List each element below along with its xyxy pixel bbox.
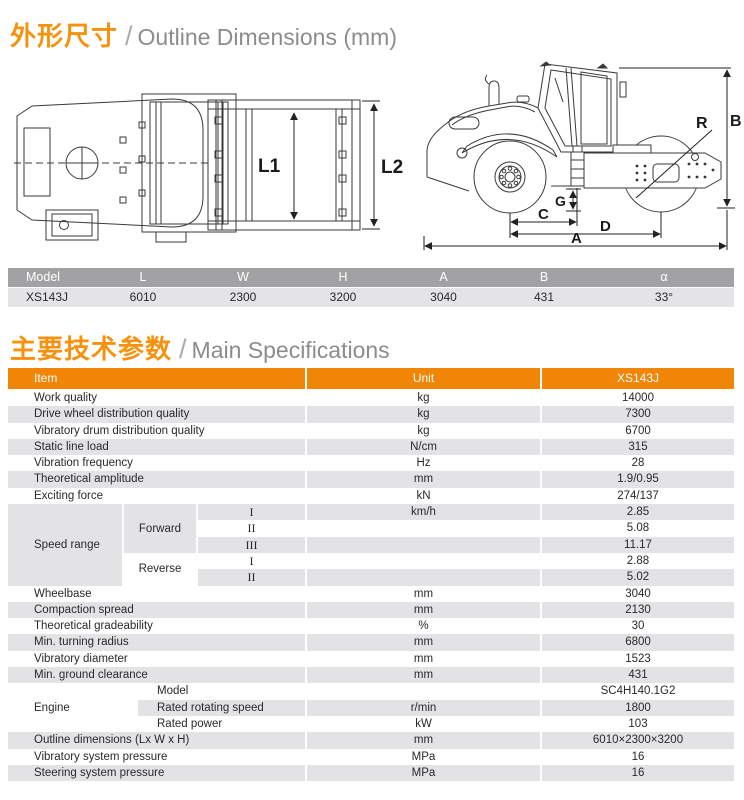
main-specifications-title: 主要技术参数 / Main Specifications — [10, 329, 390, 366]
spec-row-outline-dimensions: Outline dimensions (Lx W x H) mm 6010×23… — [8, 732, 734, 749]
spec-row-theoretical-amplitude: Theoretical amplitude mm 1.9/0.95 — [8, 471, 734, 488]
outline-title-english: Outline Dimensions (mm) — [137, 24, 397, 50]
speed-range-label: Speed range — [8, 504, 122, 586]
dim-header-l: L — [139, 270, 147, 284]
speed-value-1: 2.85 — [542, 504, 734, 521]
speed-gear-2: II — [247, 521, 256, 536]
c-dimension-label: C — [538, 206, 549, 223]
engine-model-label: Model — [157, 685, 189, 698]
speed-reverse-label: Reverse — [124, 552, 196, 586]
spec-row-vibratory-pressure: Vibratory system pressure MPa 16 — [34, 750, 645, 763]
spec-row-steering-pressure: Steering system pressure MPa 16 — [8, 764, 734, 782]
spec-header-model: XS143J — [542, 368, 734, 389]
title-slash: / — [125, 21, 133, 51]
engine-power-label: Rated power — [157, 717, 223, 730]
speed-value-3: 11.17 — [542, 536, 734, 553]
spec-row-work-quality: Work quality kg 14000 — [34, 392, 654, 404]
spec-row-vibratory-diameter: Vibratory diameter mm 1523 — [34, 652, 651, 665]
l1-dimension-label: L1 — [258, 156, 281, 177]
speed-gear-4: I — [249, 553, 254, 568]
speed-unit-5 — [307, 569, 540, 586]
dim-header-b: B — [539, 270, 549, 284]
specs-title-english: Main Specifications — [191, 337, 390, 363]
d-dimension-label: D — [600, 218, 611, 235]
dim-value-w: 2300 — [229, 290, 257, 304]
title-slash: / — [179, 334, 187, 364]
outline-title-chinese: 外形尺寸 — [10, 21, 119, 51]
spec-row-exciting-force: Exciting force kN 274/137 — [34, 489, 659, 502]
engine-speed-value: 1800 — [542, 699, 734, 716]
spec-table-header-row: Item Unit XS143J — [8, 368, 734, 389]
speed-forward-label: Forward — [124, 504, 196, 553]
speed-gear-3: III — [198, 536, 305, 553]
dim-value-h: 3200 — [329, 290, 357, 304]
specs-title-chinese: 主要技术参数 — [10, 334, 173, 364]
dim-table-data-row: XS143J 6010 2300 3200 3040 431 33° — [8, 288, 734, 307]
spec-row-compaction-spread: Compaction spread mm 2130 — [8, 601, 734, 619]
dim-header-a: A — [439, 270, 448, 284]
spec-header-unit: Unit — [307, 368, 540, 389]
roller-top-view-drawing: L1 L2 — [6, 64, 410, 264]
spec-row-vibration-frequency: Vibration frequency Hz 28 — [34, 457, 645, 470]
g-dimension-label: G — [555, 193, 566, 209]
side-view-svg: R B G C D A — [405, 60, 742, 250]
spec-row-ground-clearance: Min. ground clearance mm 431 — [8, 667, 734, 684]
engine-block: Engine Model SC4H140.1G2 Rated rotating … — [8, 683, 734, 732]
b-dimension-label: B — [730, 113, 742, 130]
top-view-svg: L1 L2 — [6, 64, 403, 264]
spec-row-drive-wheel-quality: Drive wheel distribution quality kg 7300 — [8, 406, 734, 423]
spec-row-gradeability: Theoretical gradeability % 30 — [34, 620, 645, 633]
speed-unit-3 — [307, 536, 540, 553]
engine-model-value: SC4H140.1G2 — [600, 685, 676, 698]
dim-value-a: 3040 — [430, 290, 457, 304]
speed-unit-4 — [307, 553, 540, 569]
spec-row-turning-radius: Min. turning radius mm 6800 — [8, 634, 734, 651]
radius-line — [636, 130, 712, 198]
engine-label: Engine — [34, 701, 70, 714]
dim-value-b: 431 — [533, 290, 555, 304]
main-specifications-table: Item Unit XS143J Work quality kg 14000 D… — [8, 368, 734, 782]
speed-unit-1: km/h — [307, 504, 540, 521]
engine-speed-unit: r/min — [307, 699, 540, 716]
speed-gear-5: II — [198, 569, 305, 586]
roller-side-view-drawing: R B G C D A — [405, 60, 744, 260]
engine-power-value: 103 — [628, 717, 648, 730]
l2-dimension-label: L2 — [381, 157, 403, 178]
spec-row-wheelbase: Wheelbase mm 3040 — [34, 587, 651, 600]
speed-range-block: Speed range Forward Reverse I km/h 2.85 … — [8, 504, 734, 586]
engine-model-unit — [307, 683, 540, 699]
a-dimension-label: A — [571, 230, 582, 247]
dim-header-h: H — [338, 270, 348, 284]
spec-row-drum-quality: Vibratory drum distribution quality kg 6… — [34, 424, 651, 437]
speed-value-4: 2.88 — [626, 554, 650, 567]
outline-dimensions-table: Model L W H A B α XS143J 6010 2300 3200 … — [8, 268, 734, 307]
dim-header-model: Model — [26, 270, 61, 284]
dim-table-header-row: Model L W H A B α — [8, 268, 734, 287]
dim-value-alpha: 33° — [654, 290, 674, 304]
dim-header-alpha: α — [660, 270, 668, 284]
engine-power-unit: kW — [415, 717, 432, 730]
spec-header-item: Item — [8, 368, 305, 389]
outline-dimensions-title: 外形尺寸 / Outline Dimensions (mm) — [10, 16, 397, 53]
dim-value-model: XS143J — [26, 290, 69, 304]
speed-value-2: 5.08 — [626, 522, 650, 535]
dim-header-w: W — [237, 270, 249, 284]
speed-value-5: 5.02 — [542, 569, 734, 586]
engine-speed-label: Rated rotating speed — [138, 699, 305, 716]
spec-row-static-line-load: Static line load N/cm 315 — [8, 438, 734, 456]
speed-gear-1: I — [198, 504, 305, 521]
r-dimension-label: R — [696, 115, 708, 132]
speed-unit-2 — [307, 520, 540, 536]
dim-value-l: 6010 — [129, 290, 157, 304]
